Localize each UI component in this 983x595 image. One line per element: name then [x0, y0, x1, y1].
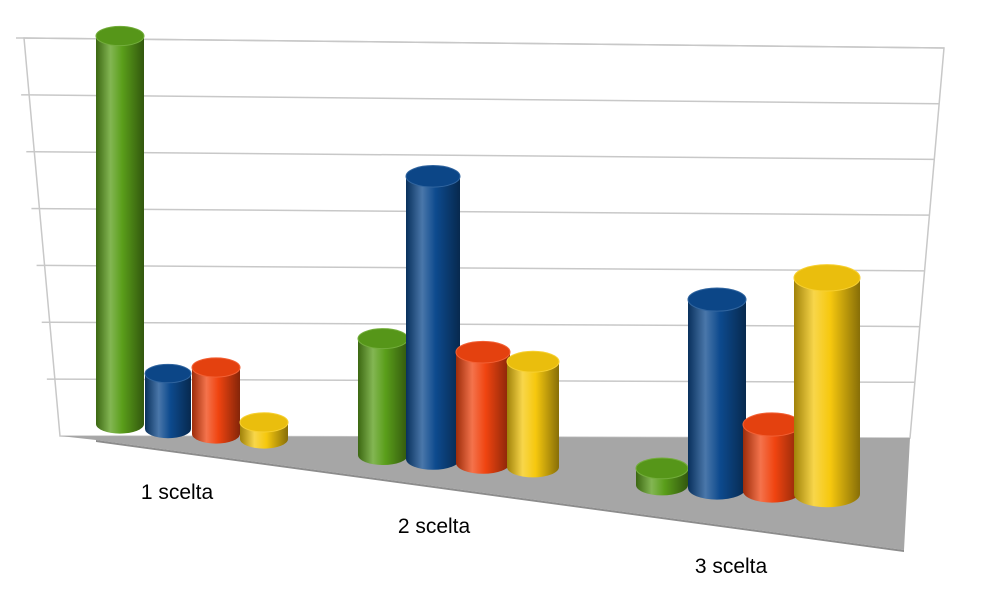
chart-bars: [95, 25, 861, 508]
bar-top-cap: [239, 412, 289, 433]
bar-top-cap: [506, 350, 560, 373]
bar-2-3: [455, 340, 511, 474]
bar-1-2: [144, 363, 192, 439]
bar-top-cap: [455, 340, 511, 364]
bar-1-1: [95, 25, 145, 434]
bar-body: [688, 299, 746, 500]
gridline: [29, 94, 940, 105]
bar-body: [358, 338, 408, 465]
bar-top-cap: [357, 328, 409, 350]
bar-2-2: [405, 165, 461, 470]
bar-body: [456, 352, 510, 474]
bar-body: [794, 277, 860, 508]
bar-body: [96, 36, 144, 434]
bar-3-1: [635, 457, 689, 496]
category-labels: 1 scelta 2 scelta 3 scelta: [141, 481, 768, 578]
category-label-1: 1 scelta: [141, 481, 214, 504]
category-label-3: 3 scelta: [695, 555, 768, 578]
bar-top-cap: [405, 165, 461, 188]
gridline: [34, 150, 935, 161]
bar-body: [507, 361, 559, 478]
bar-top-cap: [687, 287, 747, 312]
bar-top-cap: [793, 264, 861, 292]
bar-3-3: [742, 412, 802, 503]
bar-top-cap: [144, 363, 192, 384]
bar-3-4: [793, 264, 861, 508]
gridline: [39, 207, 930, 216]
bar-body: [406, 176, 460, 470]
bar-top-cap: [95, 25, 145, 47]
gridline: [44, 264, 925, 272]
bar-3-2: [687, 287, 747, 500]
gridline: [23, 37, 945, 49]
bar-2-1: [357, 328, 409, 465]
bar-1-3: [191, 357, 241, 444]
gridline: [49, 321, 920, 328]
bar-1-4: [239, 412, 289, 449]
bar-body: [145, 373, 191, 439]
bar-body: [192, 367, 240, 444]
bar-top-cap: [742, 412, 802, 437]
chart-floor-shade: [96, 440, 904, 552]
bar-2-4: [506, 350, 560, 478]
bar-top-cap: [635, 457, 689, 480]
bar-top-cap: [191, 357, 241, 378]
bar-body: [743, 424, 801, 503]
category-label-2: 2 scelta: [398, 515, 471, 538]
